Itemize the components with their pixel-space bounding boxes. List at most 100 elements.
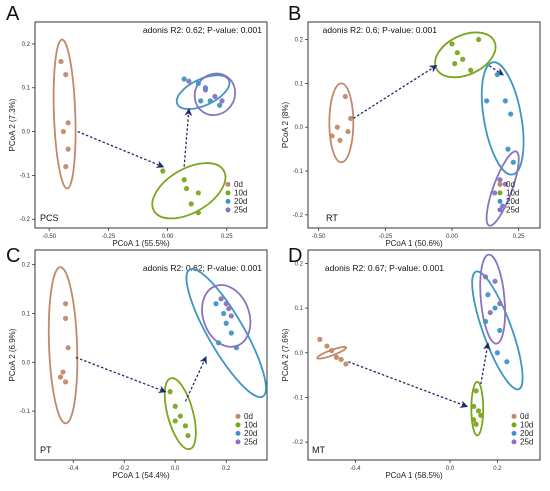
panel-letter: B <box>288 3 301 25</box>
legend-label-25d: 25d <box>244 438 257 447</box>
point-20d <box>223 320 229 326</box>
legend-swatch-25d <box>235 439 241 445</box>
legend-label-25d: 25d <box>506 206 519 215</box>
x-tick-label: 0.2 <box>222 466 231 472</box>
point-25d <box>502 181 508 187</box>
legend-swatch-0d <box>511 413 517 419</box>
y-axis-label: PCoA 2 (6.9%) <box>8 328 17 381</box>
legend-swatch-20d <box>235 430 241 436</box>
adonis-stat: adonis R2: 0.62; P-value: 0.001 <box>143 25 262 35</box>
transition-arrow <box>183 108 193 167</box>
x-tick-label: 0.0 <box>446 466 455 472</box>
point-20d <box>195 80 201 86</box>
point-25d <box>482 274 489 280</box>
panel-letter: C <box>6 245 20 267</box>
plot-frame <box>307 249 541 461</box>
point-20d <box>485 292 491 298</box>
y-tick-label: 0.0 <box>295 125 304 131</box>
y-tick-label: -0.2 <box>20 217 31 223</box>
sample-type-label: RT <box>326 213 338 223</box>
legend-swatch-10d <box>511 422 517 428</box>
point-20d <box>181 76 187 82</box>
y-tick-label: 0.0 <box>295 351 304 357</box>
sample-type-label: PCS <box>40 213 59 223</box>
point-0d <box>57 374 64 380</box>
point-0d <box>65 146 71 152</box>
transition-arrow <box>480 342 491 385</box>
sample-type-label: MT <box>312 445 325 455</box>
x-tick-label: 0.0 <box>171 466 180 472</box>
y-tick-label: -0.1 <box>20 409 31 415</box>
point-0d <box>65 345 71 351</box>
y-axis-label: PCoA 2 (7.6%) <box>281 328 290 381</box>
legend-label-0d: 0d <box>520 412 529 421</box>
legend-label-0d: 0d <box>244 412 253 421</box>
point-10d <box>478 412 484 418</box>
y-tick-label: -0.1 <box>293 169 304 175</box>
point-10d <box>471 403 477 409</box>
point-0d <box>343 361 349 367</box>
legend-swatch-10d <box>497 190 503 196</box>
y-tick-label: -0.2 <box>293 440 304 446</box>
point-10d <box>454 50 460 56</box>
legend-swatch-25d <box>225 207 231 213</box>
point-25d <box>223 301 229 307</box>
plot-frame <box>34 21 268 229</box>
point-10d <box>182 423 189 429</box>
point-10d <box>460 56 466 62</box>
plot-frame <box>307 21 541 229</box>
x-tick-label: -0.25 <box>378 234 392 240</box>
point-0d <box>62 315 69 321</box>
legend-label-25d: 25d <box>234 206 247 215</box>
x-axis-label: PCoA 1 (54.4%) <box>112 471 170 480</box>
point-0d <box>317 336 323 342</box>
point-0d <box>329 347 335 354</box>
x-tick-label: -0.4 <box>350 466 361 472</box>
point-20d <box>494 71 500 78</box>
y-tick-label: 0.0 <box>22 130 31 136</box>
point-10d <box>449 41 455 47</box>
point-25d <box>226 306 232 312</box>
legend-swatch-20d <box>225 198 231 204</box>
legend-label-20d: 20d <box>506 197 519 206</box>
ellipse-25d <box>201 284 252 348</box>
point-20d <box>198 98 204 104</box>
x-tick-label: -0.4 <box>68 466 79 472</box>
point-20d <box>228 330 234 336</box>
point-10d <box>473 388 479 394</box>
point-0d <box>337 137 343 143</box>
point-10d <box>452 61 458 67</box>
ellipse-10d <box>470 380 485 437</box>
point-10d <box>473 421 479 427</box>
adonis-stat: adonis R2: 0.62; P-value: 0.001 <box>143 263 262 273</box>
adonis-stat: adonis R2: 0.67; P-value: 0.001 <box>325 263 444 273</box>
legend-swatch-10d <box>235 422 241 428</box>
x-axis-label: PCoA 1 (55.5%) <box>112 239 170 248</box>
point-25d <box>219 98 225 104</box>
point-0d <box>342 93 348 100</box>
y-tick-label: 0.0 <box>22 360 31 366</box>
legend-label-25d: 25d <box>520 438 533 447</box>
x-tick-label: -0.50 <box>42 234 56 240</box>
point-20d <box>484 98 490 104</box>
ellipse-0d <box>328 82 355 164</box>
legend-label-0d: 0d <box>234 180 243 189</box>
point-20d <box>482 318 489 325</box>
x-tick-label: -0.25 <box>102 234 116 240</box>
adonis-stat: adonis R2: 0.6; P-value: 0.001 <box>323 25 438 35</box>
point-10d <box>468 67 474 73</box>
ellipse-20d <box>471 270 524 391</box>
point-0d <box>60 128 67 135</box>
point-10d <box>195 190 201 196</box>
point-0d <box>338 356 344 363</box>
ellipse-20d <box>185 268 267 398</box>
ellipse-0d <box>52 38 77 190</box>
ellipse-10d <box>151 162 227 220</box>
y-tick-label: -0.2 <box>293 213 304 219</box>
point-10d <box>183 185 190 192</box>
x-tick-label: -0.2 <box>119 466 130 472</box>
legend-swatch-0d <box>235 413 241 419</box>
legend-swatch-25d <box>497 207 503 213</box>
legend-label-10d: 10d <box>244 421 257 430</box>
